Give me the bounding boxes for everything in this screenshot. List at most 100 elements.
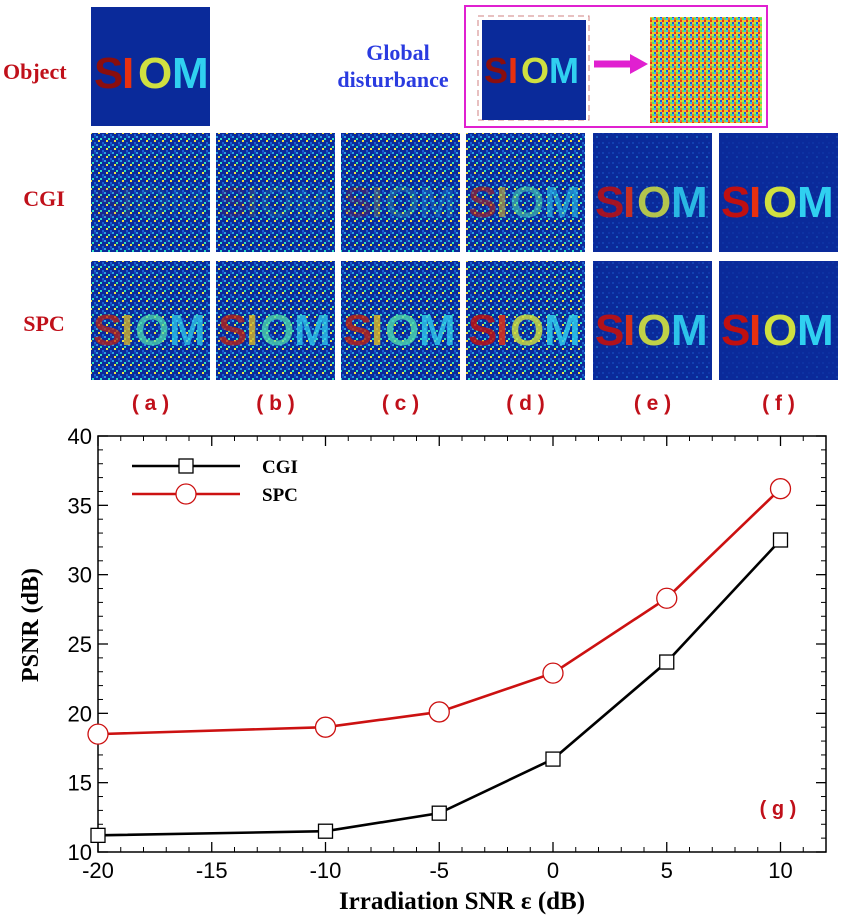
disturbed-noise-image — [650, 17, 762, 123]
cgi-panel-letter: S — [93, 178, 122, 227]
reconstruction-panels: SI O M SI O M SI O M SI O M SI O M SI O MSI O M SI O M SI O M SI O M… — [91, 133, 838, 380]
x-tick-label: -10 — [310, 858, 342, 883]
cgi-panel-letter: M — [294, 178, 331, 227]
cgi-panel-letter: S — [218, 178, 247, 227]
spc-panel-letter: O — [260, 306, 294, 355]
cgi-point — [90, 827, 106, 844]
cgi-panel-c: SI O M — [341, 133, 460, 252]
spc-panel-letter: M — [419, 306, 456, 355]
x-tick-label: -20 — [82, 858, 114, 883]
cgi-panel-letter: M — [544, 178, 581, 227]
spc-panel-letter: S — [721, 306, 750, 355]
cgi-point — [431, 805, 447, 821]
cgi-panel-letter: O — [385, 178, 419, 227]
cgi-series — [90, 532, 789, 844]
global-disturbance-label-1: Global — [366, 40, 430, 65]
spc-panel-letter: M — [544, 306, 581, 355]
cgi-line — [97, 539, 782, 837]
spc-panel-letter: I — [246, 306, 258, 355]
arrow-icon — [630, 54, 648, 74]
spc-panel-letter: O — [135, 306, 169, 355]
cgi-panel-letter: I — [246, 178, 258, 227]
spc-panel-c: SI O M — [341, 261, 460, 380]
cgi-point — [317, 823, 334, 839]
spc-panel-letter: M — [169, 306, 206, 355]
spc-panel-letter: O — [637, 306, 671, 355]
cgi-panel-letter: M — [169, 178, 206, 227]
y-tick-label: 10 — [68, 840, 92, 865]
legend-cgi-marker — [178, 458, 194, 474]
subfigure-label: ( c ) — [382, 392, 419, 415]
cgi-panel-letter: I — [623, 178, 635, 227]
cgi-panel-letter: S — [595, 178, 624, 227]
disturbance-image-s: S — [484, 50, 508, 91]
panel-background — [216, 261, 335, 380]
y-tick-label: 20 — [68, 701, 92, 726]
panel-background — [91, 261, 210, 380]
cgi-panel-letter: I — [371, 178, 383, 227]
x-tick-label: 0 — [547, 858, 559, 883]
cgi-panel-e: SI O M — [593, 133, 712, 252]
spc-panel-a: SI O M — [91, 261, 210, 380]
spc-panel-letter: O — [385, 306, 419, 355]
subfigure-labels: ( a ) ( b ) ( c ) ( d ) ( e ) ( f ) — [132, 392, 795, 415]
spc-panel-letter: S — [595, 306, 624, 355]
spc-panel-letter: I — [496, 306, 508, 355]
spc-panel-letter: I — [749, 306, 761, 355]
spc-panel-letter: S — [93, 306, 122, 355]
spc-panel-e: SI O M — [593, 261, 712, 380]
object-image-s: S — [94, 49, 123, 98]
spc-line — [97, 487, 782, 736]
cgi-panel-letter: O — [260, 178, 294, 227]
cgi-panel-a: SI O M — [91, 133, 210, 252]
spc-panel-letter: M — [294, 306, 331, 355]
x-tick-label: 10 — [768, 858, 792, 883]
spc-panel-letter: O — [510, 306, 544, 355]
legend-cgi-label: CGI — [262, 457, 298, 478]
subfigure-label: ( a ) — [132, 392, 169, 415]
cgi-panel-letter: I — [496, 178, 508, 227]
legend: CGI SPC — [132, 457, 298, 506]
cgi-point — [772, 532, 789, 548]
panel-background — [216, 133, 335, 252]
spc-panel-letter: I — [121, 306, 133, 355]
cgi-row-label: CGI — [23, 186, 65, 211]
spc-point — [656, 587, 678, 609]
spc-panel-letter: S — [343, 306, 372, 355]
spc-panel-letter: I — [371, 306, 383, 355]
global-disturbance-label-2: disturbance — [337, 67, 448, 92]
spc-panel-letter: I — [623, 306, 635, 355]
spc-point — [87, 723, 109, 745]
cgi-panel-letter: M — [419, 178, 456, 227]
cgi-point — [545, 751, 561, 767]
panel-background — [466, 261, 585, 380]
plot-frame — [97, 435, 827, 853]
spc-panel-letter: S — [468, 306, 497, 355]
x-axis-label: Irradiation SNR ε (dB) — [339, 888, 585, 915]
panel-clean-overlay — [593, 133, 712, 252]
cgi-panel-f: SI O M — [719, 133, 838, 252]
spc-panel-b: SI O M — [216, 261, 335, 380]
y-axis-label: PSNR (dB) — [18, 568, 44, 682]
cgi-panel-letter: I — [749, 178, 761, 227]
psnr-chart: 10 15 20 25 30 35 40 -20 -15 -10 -5 0 5 10 CGI SPC PSN… — [18, 424, 827, 915]
spc-point — [769, 478, 792, 500]
cgi-panel-letter: O — [763, 178, 797, 227]
spc-panel-d: SI O M — [466, 261, 585, 380]
panel-clean-overlay — [593, 261, 712, 380]
panel-background — [341, 133, 460, 252]
cgi-panel-letter: S — [468, 178, 497, 227]
cgi-panel-b: SI O M — [216, 133, 335, 252]
subfigure-label: ( b ) — [256, 392, 294, 415]
cgi-panel-letter: O — [637, 178, 671, 227]
disturbance-image-i: I — [508, 50, 518, 91]
spc-panel-letter: O — [763, 306, 797, 355]
plot-label-g: ( g ) — [760, 798, 797, 820]
axes: 10 15 20 25 30 35 40 -20 -15 -10 -5 0 5 10 — [68, 424, 827, 883]
disturbance-image-m: M — [549, 50, 579, 91]
spc-point — [428, 701, 450, 723]
subfigure-label: ( d ) — [506, 392, 544, 415]
cgi-panel-d: SI O M — [466, 133, 585, 252]
panel-background — [341, 261, 460, 380]
panel-background — [466, 133, 585, 252]
